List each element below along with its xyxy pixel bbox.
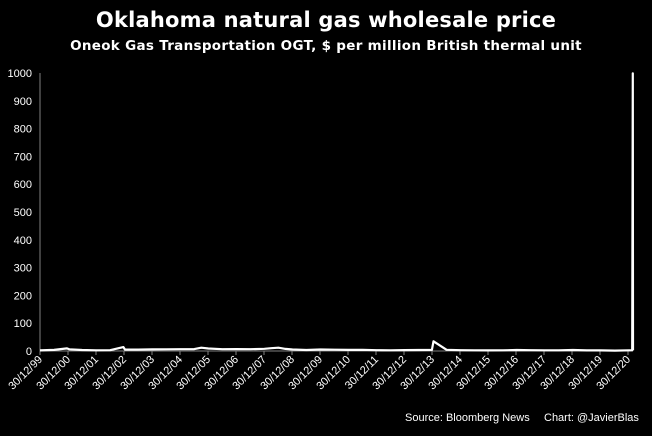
y-tick-label: 700: [14, 151, 32, 163]
y-tick-labels: 0 100 200 300 400 500 600 700 800 900 1000: [8, 68, 32, 358]
y-tick-label: 200: [14, 290, 32, 302]
y-tick-label: 800: [14, 124, 32, 136]
y-tick-label: 1000: [8, 68, 32, 80]
chart-title: Oklahoma natural gas wholesale price: [95, 8, 557, 32]
chart-credit: Chart: @JavierBlas: [544, 412, 639, 424]
source-note: Source: Bloomberg News: [405, 412, 530, 424]
y-tick-label: 400: [14, 235, 32, 247]
y-tick-label: 900: [14, 96, 32, 108]
y-tick-label: 600: [14, 179, 32, 191]
y-tick-label: 300: [14, 263, 32, 275]
y-tick-label: 100: [14, 318, 32, 330]
y-tick-label: 0: [26, 346, 32, 358]
x-tick-labels: 30/12/9930/12/0030/12/0130/12/0230/12/03…: [6, 354, 633, 393]
x-tick-marks: [39, 351, 629, 355]
chart-subtitle: Oneok Gas Transportation OGT, $ per mill…: [70, 38, 582, 54]
y-tick-label: 500: [14, 207, 32, 219]
price-series-line: [39, 72, 635, 352]
